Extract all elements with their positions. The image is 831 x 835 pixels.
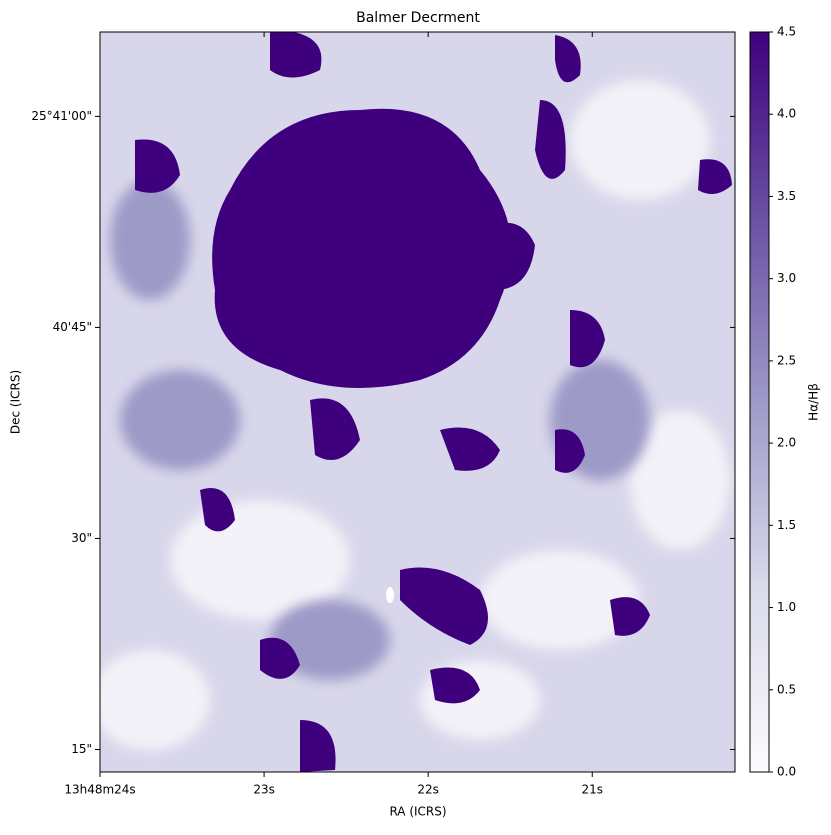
colorbar-tick-label: 4.5 bbox=[777, 25, 796, 39]
colorbar-tick-label: 1.0 bbox=[777, 600, 796, 614]
colorbar-tick-label: 0.0 bbox=[777, 765, 796, 779]
colorbar-tick-label: 0.5 bbox=[777, 682, 796, 696]
x-tick-label: 22s bbox=[417, 783, 439, 797]
y-tick-label: 30" bbox=[71, 531, 92, 545]
y-axis-label: Dec (ICRS) bbox=[9, 370, 23, 434]
y-tick-label: 25°41'00" bbox=[31, 109, 92, 123]
x-axis-label: RA (ICRS) bbox=[389, 805, 446, 819]
colorbar-label: Hα/Hβ bbox=[807, 383, 821, 421]
colorbar-tick-label: 2.5 bbox=[777, 353, 796, 367]
x-tick-label: 23s bbox=[253, 783, 275, 797]
colorbar bbox=[749, 31, 770, 773]
x-tick-label: 13h48m24s bbox=[64, 783, 135, 797]
colorbar-tick-label: 2.0 bbox=[777, 436, 796, 450]
colorbar-tick-label: 1.5 bbox=[777, 518, 796, 532]
y-tick-label: 40'45" bbox=[53, 320, 92, 334]
colorbar-tick-label: 4.0 bbox=[777, 107, 796, 121]
y-tick-label: 15" bbox=[71, 742, 92, 756]
colorbar-tick-label: 3.0 bbox=[777, 271, 796, 285]
chart-title: Balmer Decrment bbox=[356, 10, 480, 26]
plot-frame bbox=[99, 31, 736, 773]
colorbar-tick-label: 3.5 bbox=[777, 189, 796, 203]
image-map bbox=[100, 32, 735, 772]
x-tick-label: 21s bbox=[581, 783, 603, 797]
